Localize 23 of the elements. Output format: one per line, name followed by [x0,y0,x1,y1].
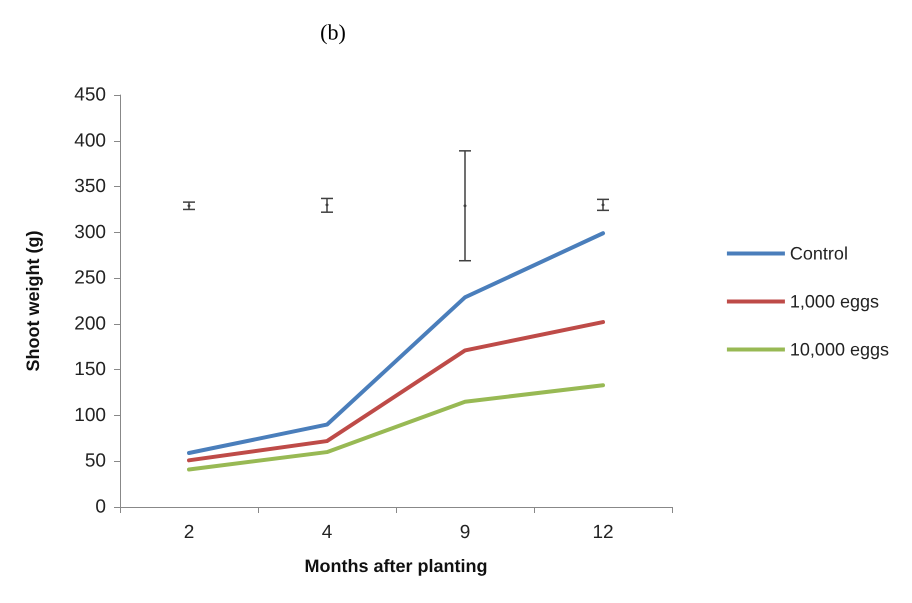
y-tick-label: 250 [74,268,106,289]
y-tick-label: 100 [74,404,106,426]
y-tick-label: 300 [74,222,106,243]
x-tick-label: 2 [184,522,194,543]
x-axis-title: Months after planting [304,556,488,576]
legend-label: Control [790,244,848,264]
legend-label: 1,000 eggs [790,292,879,312]
line-series [187,383,605,472]
y-tick-label: 150 [74,359,106,380]
line-series [187,231,605,455]
x-tick-label: 12 [592,522,614,543]
x-tick-label: 4 [322,522,333,543]
y-tick-label: 350 [74,176,106,198]
y-axis-title: Shoot weight (g) [23,230,43,372]
y-tick-label: 200 [74,313,106,334]
line-series [187,320,605,462]
x-tick-label: 9 [460,522,470,543]
y-tick-label: 450 [74,84,106,106]
legend-label: 10,000 eggs [790,340,890,360]
y-tick-label: 0 [95,496,106,518]
y-tick-label: 400 [74,130,106,152]
y-tick-label: 50 [84,450,106,472]
chart-title: (b) [320,20,346,44]
